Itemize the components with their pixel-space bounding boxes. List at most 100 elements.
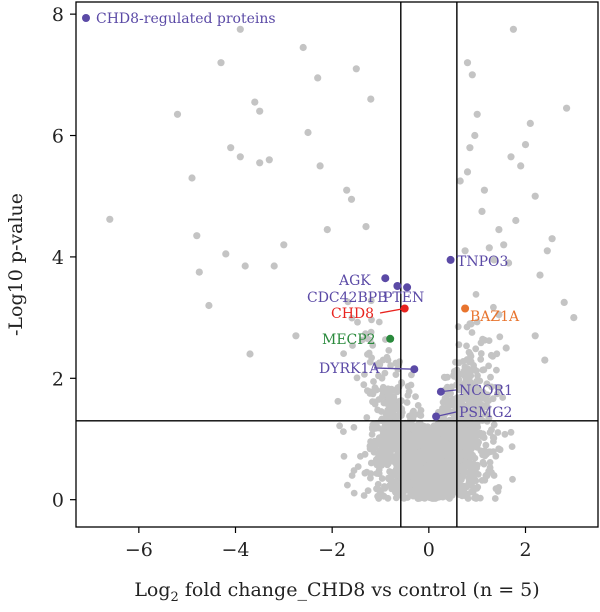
outlier-point bbox=[222, 250, 230, 258]
background-point bbox=[438, 485, 446, 493]
outlier-point bbox=[304, 128, 312, 137]
background-point bbox=[406, 440, 414, 447]
background-point bbox=[474, 471, 482, 478]
background-point bbox=[366, 336, 374, 344]
background-point bbox=[400, 436, 408, 444]
background-point bbox=[474, 423, 482, 431]
background-point bbox=[406, 488, 414, 495]
background-point bbox=[373, 386, 380, 394]
background-point bbox=[416, 411, 424, 419]
background-point bbox=[379, 386, 386, 394]
background-point bbox=[473, 318, 481, 326]
background-point bbox=[361, 371, 368, 378]
background-point bbox=[420, 451, 428, 459]
outlier-point bbox=[173, 110, 182, 118]
background-point bbox=[478, 477, 486, 484]
background-point bbox=[468, 482, 476, 490]
background-point bbox=[374, 480, 382, 488]
background-point bbox=[460, 487, 468, 495]
outlier-point bbox=[466, 144, 474, 152]
background-point bbox=[413, 488, 421, 495]
background-point bbox=[392, 482, 399, 490]
highlighted-point-cdc42bpb bbox=[393, 282, 402, 290]
background-point bbox=[363, 414, 371, 421]
outlier-point bbox=[362, 223, 370, 231]
background-point bbox=[399, 482, 407, 490]
outlier-point bbox=[314, 74, 322, 82]
outlier-point bbox=[343, 186, 351, 194]
background-point bbox=[405, 448, 413, 455]
background-point bbox=[474, 430, 481, 438]
background-point bbox=[501, 430, 509, 438]
background-point bbox=[404, 454, 412, 462]
background-point bbox=[480, 460, 488, 468]
background-point bbox=[479, 404, 486, 412]
background-point bbox=[465, 474, 473, 482]
background-point bbox=[378, 436, 386, 444]
outlier-point bbox=[512, 216, 520, 225]
background-point bbox=[468, 329, 476, 336]
background-point bbox=[439, 398, 447, 406]
highlighted-label-cdc42bpb: CDC42BPB bbox=[307, 290, 387, 306]
outlier-point bbox=[517, 162, 525, 170]
background-point bbox=[429, 444, 436, 451]
background-point bbox=[403, 399, 411, 406]
background-point bbox=[348, 472, 356, 479]
background-point bbox=[496, 446, 504, 454]
background-point bbox=[485, 362, 492, 370]
background-point bbox=[437, 442, 445, 449]
background-point bbox=[493, 350, 501, 358]
background-point bbox=[382, 410, 390, 418]
y-axis: 0 2 4 6 8 bbox=[52, 4, 76, 512]
background-point bbox=[385, 347, 393, 354]
background-point bbox=[458, 463, 465, 471]
background-point bbox=[380, 492, 388, 500]
outlier-point bbox=[316, 162, 324, 170]
outlier-point bbox=[570, 314, 578, 322]
y-tick-label: 4 bbox=[52, 247, 64, 269]
background-point bbox=[348, 314, 356, 322]
outlier-point bbox=[456, 177, 464, 185]
outlier-point bbox=[526, 119, 534, 127]
legend: CHD8-regulated proteins bbox=[82, 11, 276, 27]
background-point bbox=[393, 461, 400, 469]
background-point bbox=[362, 330, 369, 337]
outlier-point bbox=[463, 59, 472, 67]
outlier-point bbox=[480, 186, 488, 194]
highlighted-point-tnpo3 bbox=[446, 255, 455, 264]
outlier-point bbox=[280, 241, 288, 249]
background-point bbox=[479, 388, 487, 396]
background-point bbox=[463, 342, 470, 350]
background-point bbox=[334, 397, 342, 405]
background-point bbox=[491, 495, 499, 502]
outlier-point bbox=[509, 25, 517, 33]
highlighted-point-dyrk1a bbox=[410, 365, 419, 374]
background-point bbox=[457, 407, 465, 415]
highlighted-point-psmg2 bbox=[432, 412, 441, 421]
outlier-point bbox=[500, 241, 508, 249]
background-point bbox=[361, 450, 369, 458]
background-point bbox=[378, 475, 386, 482]
background-point bbox=[373, 456, 380, 463]
background-point bbox=[368, 316, 375, 324]
background-point bbox=[447, 443, 455, 451]
background-point bbox=[493, 366, 500, 374]
background-point bbox=[456, 400, 464, 408]
background-point bbox=[446, 495, 453, 502]
outlier-point bbox=[106, 215, 114, 223]
background-point bbox=[408, 371, 415, 379]
background-point bbox=[454, 323, 462, 331]
background-point bbox=[349, 342, 356, 349]
outlier-point bbox=[352, 65, 360, 73]
background-point bbox=[456, 394, 464, 402]
background-point bbox=[376, 486, 383, 494]
background-point bbox=[458, 426, 466, 434]
background-point bbox=[404, 392, 412, 399]
background-point bbox=[477, 355, 485, 363]
background-point bbox=[469, 432, 476, 440]
background-point bbox=[492, 485, 500, 493]
outlier-points bbox=[106, 25, 578, 364]
background-point bbox=[482, 396, 490, 403]
background-point bbox=[426, 489, 433, 496]
